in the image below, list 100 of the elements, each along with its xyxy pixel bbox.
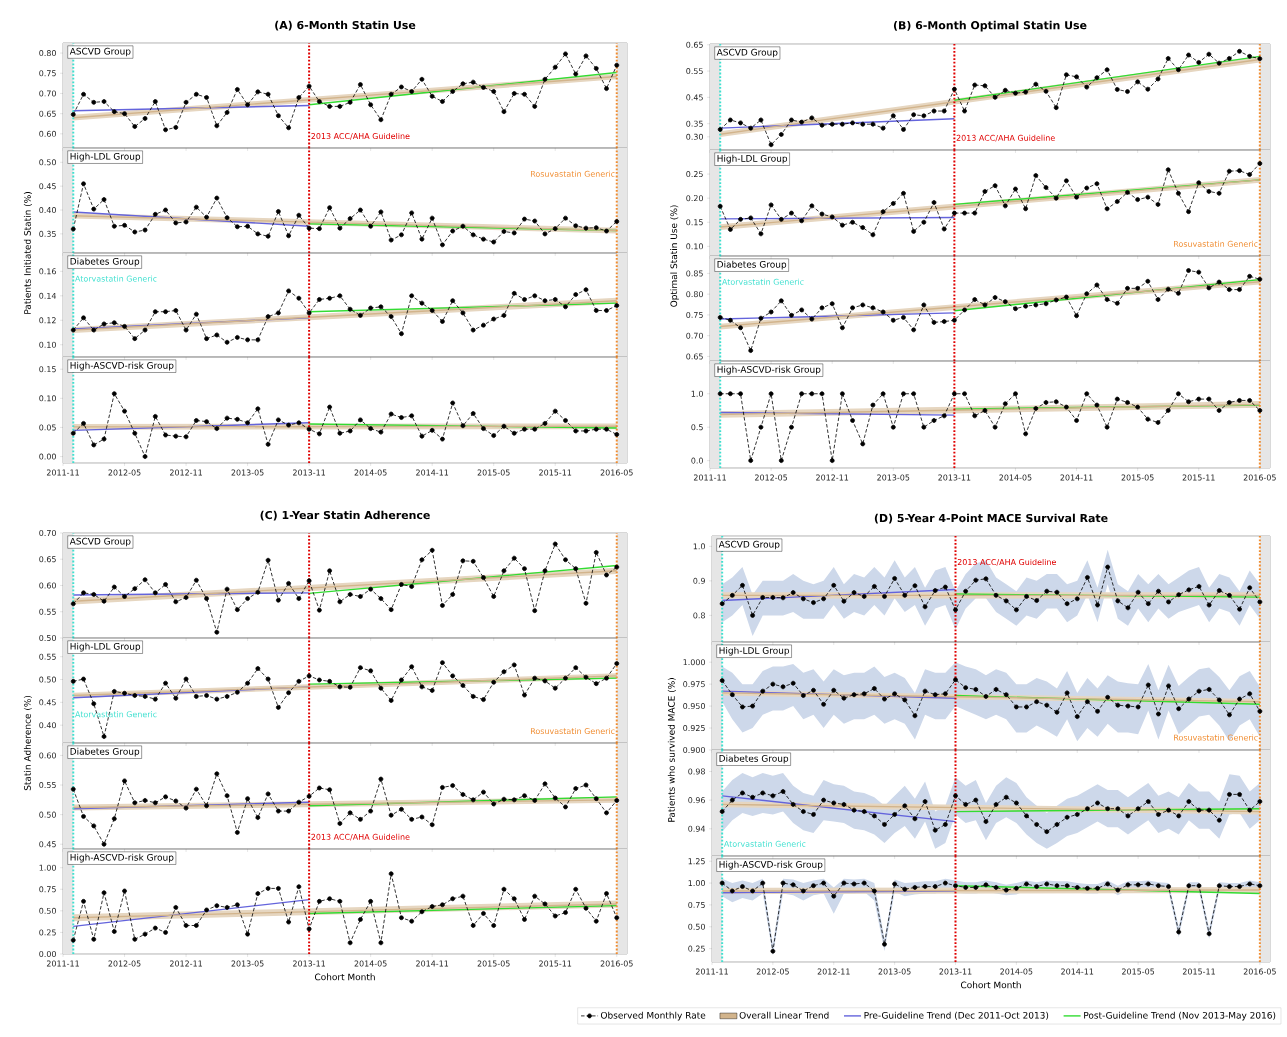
point — [388, 607, 394, 613]
point — [780, 789, 786, 794]
point — [1074, 74, 1079, 80]
point — [91, 936, 97, 942]
point — [91, 99, 97, 105]
point — [1013, 800, 1019, 806]
point — [829, 301, 835, 307]
point — [327, 678, 333, 684]
point — [1196, 883, 1202, 889]
point — [983, 819, 989, 825]
point — [316, 677, 322, 683]
point — [880, 125, 886, 131]
point — [1237, 791, 1242, 797]
point — [183, 595, 189, 600]
point — [265, 441, 271, 447]
point — [1115, 598, 1121, 604]
point — [368, 808, 374, 814]
point — [911, 112, 917, 118]
point — [809, 391, 815, 397]
y-axis-title: Patients who survived MACE (%) — [667, 678, 676, 822]
point — [409, 89, 415, 94]
point — [1166, 807, 1171, 813]
point — [245, 223, 250, 229]
point — [1013, 391, 1018, 397]
point — [327, 103, 333, 109]
point — [552, 913, 558, 919]
point — [234, 224, 240, 230]
point — [563, 557, 568, 563]
point — [511, 797, 517, 803]
point — [81, 676, 86, 682]
point — [429, 215, 435, 221]
point — [1206, 189, 1212, 194]
point — [1145, 194, 1151, 200]
point — [450, 783, 456, 789]
point — [204, 693, 209, 698]
point — [1024, 881, 1029, 887]
point — [912, 885, 918, 890]
point — [152, 99, 158, 104]
point — [224, 415, 230, 421]
point — [429, 308, 435, 313]
point — [1237, 696, 1242, 702]
point — [429, 822, 435, 828]
point — [450, 896, 456, 902]
point — [173, 904, 179, 910]
point — [1135, 79, 1141, 85]
point — [972, 82, 978, 88]
point — [953, 793, 958, 799]
point — [460, 893, 466, 899]
point — [409, 664, 415, 670]
point — [563, 418, 568, 423]
point — [729, 692, 735, 698]
point — [501, 229, 507, 234]
point — [552, 297, 558, 302]
point — [983, 882, 989, 888]
point — [419, 76, 425, 82]
point — [861, 809, 867, 814]
point — [1257, 708, 1263, 714]
point — [132, 693, 138, 698]
point — [1115, 702, 1121, 708]
point — [809, 203, 815, 209]
point — [1054, 589, 1060, 595]
point — [1155, 420, 1161, 425]
point — [1054, 709, 1060, 715]
point — [729, 888, 735, 894]
point — [429, 904, 435, 909]
point — [790, 802, 796, 807]
point — [429, 547, 435, 553]
point — [829, 458, 835, 464]
point — [871, 583, 877, 589]
legend-label: Overall Linear Trend — [739, 1011, 829, 1019]
point — [931, 319, 937, 325]
point — [111, 320, 117, 326]
point — [962, 108, 967, 114]
point — [922, 604, 928, 610]
point — [1196, 583, 1202, 589]
point — [1227, 592, 1232, 598]
annotation: High-ASCVD-risk Group — [717, 365, 821, 375]
point — [740, 790, 745, 796]
point — [1125, 605, 1131, 611]
point — [1237, 884, 1242, 889]
point — [729, 592, 735, 598]
point — [409, 816, 415, 822]
point — [122, 888, 127, 894]
point — [1063, 294, 1069, 300]
point — [912, 583, 918, 589]
point — [1043, 88, 1049, 94]
point — [327, 896, 333, 902]
point — [275, 704, 281, 710]
point — [152, 696, 158, 702]
point — [1206, 687, 1212, 692]
point — [368, 102, 374, 108]
point — [1135, 589, 1141, 595]
point — [1216, 408, 1222, 413]
point — [1095, 602, 1100, 608]
point — [1186, 399, 1191, 405]
point — [388, 314, 394, 320]
point — [851, 590, 857, 596]
point — [614, 564, 620, 570]
point — [234, 830, 240, 835]
point — [1145, 86, 1151, 92]
